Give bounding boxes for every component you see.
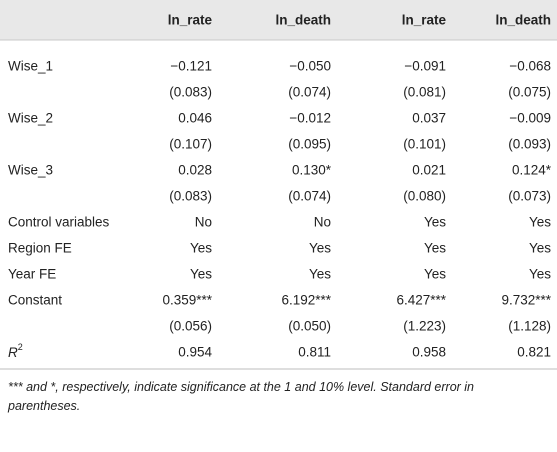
cell-value: Yes bbox=[424, 241, 446, 256]
cell-value: −0.009 bbox=[509, 111, 551, 126]
cell-value: (1.223) bbox=[403, 319, 446, 334]
cell-value: 0.124* bbox=[512, 163, 552, 178]
row-label: Wise_3 bbox=[8, 163, 53, 178]
footnote: *** and *, respectively, indicate signif… bbox=[8, 380, 475, 413]
cell-value: Yes bbox=[309, 267, 331, 282]
row-label: Wise_2 bbox=[8, 111, 53, 126]
cell-value: 0.028 bbox=[178, 163, 212, 178]
cell-value: (0.074) bbox=[288, 189, 331, 204]
cell-value: 380 bbox=[528, 371, 551, 372]
cell-value: Yes bbox=[529, 241, 551, 256]
column-header: ln_death bbox=[275, 13, 331, 28]
cell-value: No bbox=[314, 215, 331, 230]
row-label: Wise_1 bbox=[8, 59, 53, 74]
row-label: Control variables bbox=[8, 215, 110, 230]
cell-value: (0.050) bbox=[288, 319, 331, 334]
cell-value: 380 bbox=[423, 371, 446, 372]
row-label: Year FE bbox=[8, 267, 56, 282]
cell-value: −0.091 bbox=[404, 59, 446, 74]
cell-value: 9.732*** bbox=[501, 293, 551, 308]
cell-value: 0.046 bbox=[178, 111, 212, 126]
cell-value: (0.095) bbox=[288, 137, 331, 152]
cell-value: (0.056) bbox=[169, 319, 212, 334]
cell-value: (0.073) bbox=[508, 189, 551, 204]
cell-value: (0.107) bbox=[169, 137, 212, 152]
cell-value: 380 bbox=[308, 371, 331, 372]
label-main: R bbox=[8, 345, 18, 360]
cell-value: (0.081) bbox=[403, 85, 446, 100]
cell-value: Yes bbox=[529, 267, 551, 282]
cell-value: Yes bbox=[309, 241, 331, 256]
label-superscript: 2 bbox=[18, 342, 23, 352]
label-main: N bbox=[8, 371, 18, 372]
cell-value: (0.083) bbox=[169, 189, 212, 204]
cell-value: Yes bbox=[190, 267, 212, 282]
cell-value: −0.068 bbox=[509, 59, 551, 74]
row-label: Region FE bbox=[8, 241, 72, 256]
cell-value: (0.074) bbox=[288, 85, 331, 100]
cell-value: (0.075) bbox=[508, 85, 551, 100]
column-header: ln_death bbox=[495, 13, 551, 28]
cell-value: 0.021 bbox=[412, 163, 446, 178]
cell-value: 0.821 bbox=[517, 345, 551, 360]
cell-value: −0.012 bbox=[289, 111, 331, 126]
cell-value: 0.954 bbox=[178, 345, 212, 360]
cell-value: No bbox=[195, 215, 212, 230]
cell-value: Yes bbox=[529, 215, 551, 230]
cell-value: 0.130* bbox=[292, 163, 332, 178]
column-header: ln_rate bbox=[168, 13, 213, 28]
row-label: Constant bbox=[8, 293, 62, 308]
cell-value: (0.083) bbox=[169, 85, 212, 100]
column-header: ln_rate bbox=[402, 13, 447, 28]
cell-value: (0.093) bbox=[508, 137, 551, 152]
cell-value: (0.080) bbox=[403, 189, 446, 204]
cell-value: 0.811 bbox=[298, 345, 331, 360]
cell-value: Yes bbox=[424, 215, 446, 230]
cell-value: (1.128) bbox=[508, 319, 551, 334]
cell-value: −0.050 bbox=[289, 59, 331, 74]
cell-value: Yes bbox=[424, 267, 446, 282]
cell-value: 0.958 bbox=[412, 345, 446, 360]
cell-value: (0.101) bbox=[403, 137, 446, 152]
cell-value: 0.037 bbox=[412, 111, 446, 126]
table: ln_rate ln_death ln_rate ln_death Wise_1 −0.1… bbox=[0, 0, 557, 372]
row-label: R2 bbox=[8, 342, 23, 359]
cell-value: −0.121 bbox=[170, 59, 212, 74]
cell-value: 6.427*** bbox=[396, 293, 446, 308]
cell-value: 0.359*** bbox=[162, 293, 212, 308]
row-label: N bbox=[8, 371, 18, 372]
header-background bbox=[0, 0, 557, 40]
cell-value: 6.192*** bbox=[281, 293, 331, 308]
cell-value: Yes bbox=[190, 241, 212, 256]
cell-value: 380 bbox=[189, 371, 212, 372]
